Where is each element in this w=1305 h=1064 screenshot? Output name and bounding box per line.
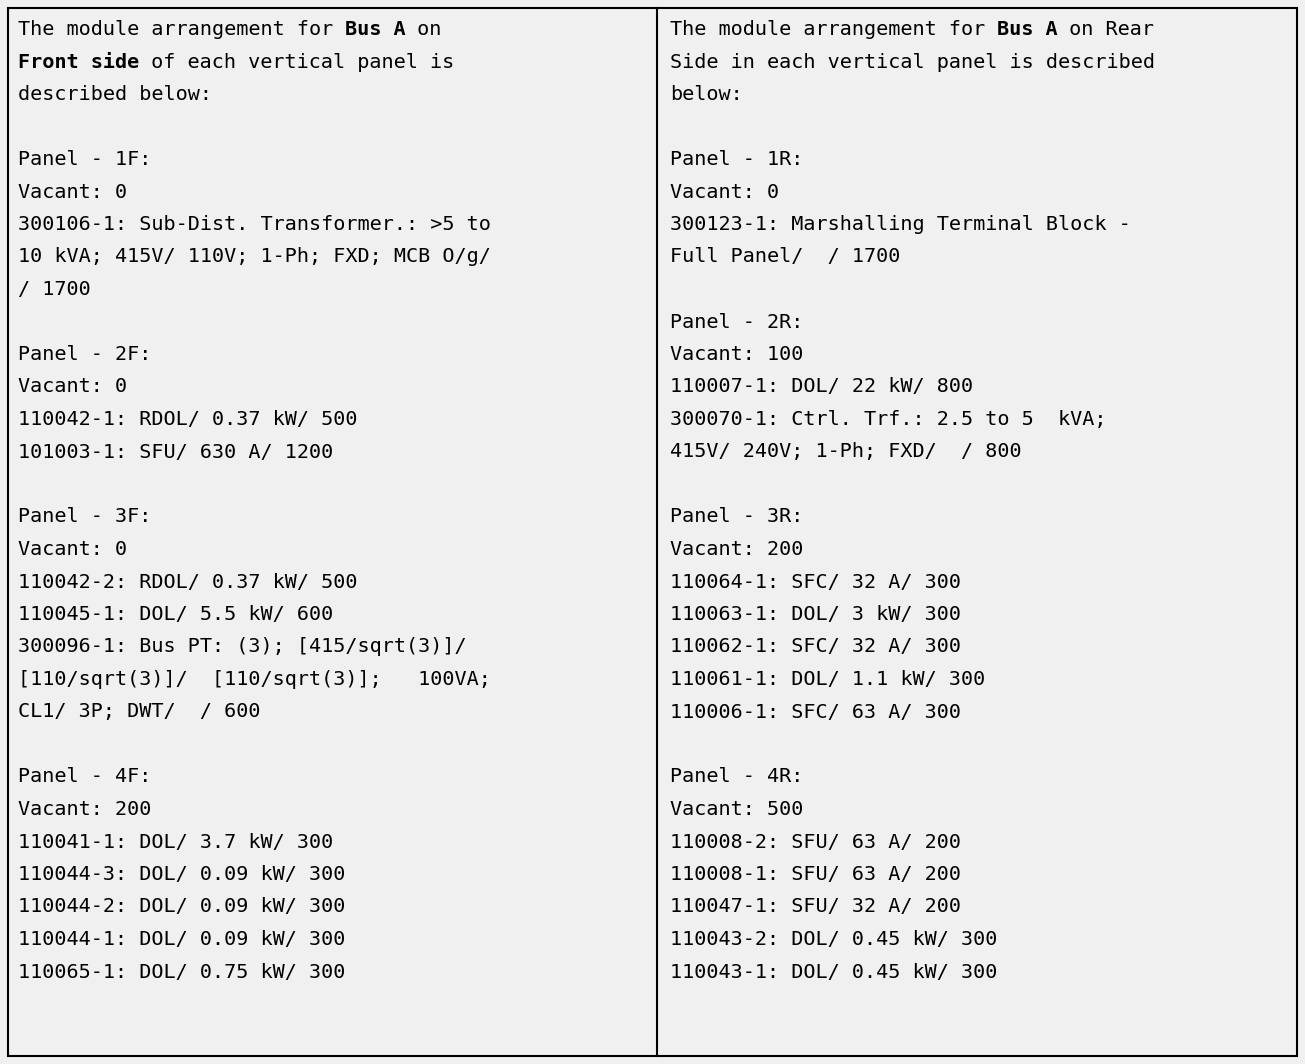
Text: Vacant: 0: Vacant: 0 bbox=[669, 183, 779, 201]
Text: Panel - 2F:: Panel - 2F: bbox=[18, 345, 151, 364]
Text: Vacant: 100: Vacant: 100 bbox=[669, 345, 804, 364]
Text: 110045-1: DOL/ 5.5 kW/ 600: 110045-1: DOL/ 5.5 kW/ 600 bbox=[18, 605, 333, 624]
Text: Vacant: 0: Vacant: 0 bbox=[18, 183, 127, 201]
Text: 110063-1: DOL/ 3 kW/ 300: 110063-1: DOL/ 3 kW/ 300 bbox=[669, 605, 960, 624]
Text: described below:: described below: bbox=[18, 85, 211, 104]
Text: [110/sqrt(3)]/  [110/sqrt(3)];   100VA;: [110/sqrt(3)]/ [110/sqrt(3)]; 100VA; bbox=[18, 670, 491, 689]
Text: 110044-2: DOL/ 0.09 kW/ 300: 110044-2: DOL/ 0.09 kW/ 300 bbox=[18, 898, 346, 916]
Text: 110042-1: RDOL/ 0.37 kW/ 500: 110042-1: RDOL/ 0.37 kW/ 500 bbox=[18, 410, 358, 429]
Text: on Rear: on Rear bbox=[1057, 20, 1155, 39]
Text: 101003-1: SFU/ 630 A/ 1200: 101003-1: SFU/ 630 A/ 1200 bbox=[18, 443, 333, 462]
Text: / 1700: / 1700 bbox=[18, 280, 91, 299]
Text: Vacant: 500: Vacant: 500 bbox=[669, 800, 804, 819]
Text: CL1/ 3P; DWT/  / 600: CL1/ 3P; DWT/ / 600 bbox=[18, 702, 261, 721]
Text: 110007-1: DOL/ 22 kW/ 800: 110007-1: DOL/ 22 kW/ 800 bbox=[669, 378, 974, 397]
Text: The module arrangement for: The module arrangement for bbox=[669, 20, 997, 39]
Text: Vacant: 200: Vacant: 200 bbox=[669, 541, 804, 559]
Text: 110043-2: DOL/ 0.45 kW/ 300: 110043-2: DOL/ 0.45 kW/ 300 bbox=[669, 930, 997, 949]
Text: Panel - 3F:: Panel - 3F: bbox=[18, 508, 151, 527]
Text: 415V/ 240V; 1-Ph; FXD/  / 800: 415V/ 240V; 1-Ph; FXD/ / 800 bbox=[669, 443, 1022, 462]
Text: Panel - 4F:: Panel - 4F: bbox=[18, 767, 151, 786]
Text: 110006-1: SFC/ 63 A/ 300: 110006-1: SFC/ 63 A/ 300 bbox=[669, 702, 960, 721]
Text: of each vertical panel is: of each vertical panel is bbox=[140, 52, 454, 71]
Text: Panel - 4R:: Panel - 4R: bbox=[669, 767, 804, 786]
Text: Side in each vertical panel is described: Side in each vertical panel is described bbox=[669, 52, 1155, 71]
Text: on: on bbox=[406, 20, 441, 39]
Text: 110062-1: SFC/ 32 A/ 300: 110062-1: SFC/ 32 A/ 300 bbox=[669, 637, 960, 656]
Text: Front side: Front side bbox=[18, 52, 140, 71]
Text: 110043-1: DOL/ 0.45 kW/ 300: 110043-1: DOL/ 0.45 kW/ 300 bbox=[669, 963, 997, 981]
Text: 300096-1: Bus PT: (3); [415/sqrt(3)]/: 300096-1: Bus PT: (3); [415/sqrt(3)]/ bbox=[18, 637, 467, 656]
Text: 10 kVA; 415V/ 110V; 1-Ph; FXD; MCB O/g/: 10 kVA; 415V/ 110V; 1-Ph; FXD; MCB O/g/ bbox=[18, 248, 491, 266]
Text: 110061-1: DOL/ 1.1 kW/ 300: 110061-1: DOL/ 1.1 kW/ 300 bbox=[669, 670, 985, 689]
Text: 110065-1: DOL/ 0.75 kW/ 300: 110065-1: DOL/ 0.75 kW/ 300 bbox=[18, 963, 346, 981]
Text: 300070-1: Ctrl. Trf.: 2.5 to 5  kVA;: 300070-1: Ctrl. Trf.: 2.5 to 5 kVA; bbox=[669, 410, 1107, 429]
Text: 110042-2: RDOL/ 0.37 kW/ 500: 110042-2: RDOL/ 0.37 kW/ 500 bbox=[18, 572, 358, 592]
Text: Bus A: Bus A bbox=[345, 20, 406, 39]
Text: Full Panel/  / 1700: Full Panel/ / 1700 bbox=[669, 248, 900, 266]
Text: 110044-1: DOL/ 0.09 kW/ 300: 110044-1: DOL/ 0.09 kW/ 300 bbox=[18, 930, 346, 949]
Text: Panel - 1R:: Panel - 1R: bbox=[669, 150, 804, 169]
Text: 110047-1: SFU/ 32 A/ 200: 110047-1: SFU/ 32 A/ 200 bbox=[669, 898, 960, 916]
Text: Panel - 3R:: Panel - 3R: bbox=[669, 508, 804, 527]
Text: 110064-1: SFC/ 32 A/ 300: 110064-1: SFC/ 32 A/ 300 bbox=[669, 572, 960, 592]
Text: Vacant: 200: Vacant: 200 bbox=[18, 800, 151, 819]
Text: Bus A: Bus A bbox=[997, 20, 1057, 39]
Text: 110008-2: SFU/ 63 A/ 200: 110008-2: SFU/ 63 A/ 200 bbox=[669, 832, 960, 851]
Text: Vacant: 0: Vacant: 0 bbox=[18, 378, 127, 397]
Text: Panel - 1F:: Panel - 1F: bbox=[18, 150, 151, 169]
Text: The module arrangement for: The module arrangement for bbox=[18, 20, 346, 39]
Text: 110041-1: DOL/ 3.7 kW/ 300: 110041-1: DOL/ 3.7 kW/ 300 bbox=[18, 832, 333, 851]
Text: 300123-1: Marshalling Terminal Block -: 300123-1: Marshalling Terminal Block - bbox=[669, 215, 1130, 234]
Text: Panel - 2R:: Panel - 2R: bbox=[669, 313, 804, 332]
Text: 110044-3: DOL/ 0.09 kW/ 300: 110044-3: DOL/ 0.09 kW/ 300 bbox=[18, 865, 346, 884]
Text: 300106-1: Sub-Dist. Transformer.: >5 to: 300106-1: Sub-Dist. Transformer.: >5 to bbox=[18, 215, 491, 234]
Text: 110008-1: SFU/ 63 A/ 200: 110008-1: SFU/ 63 A/ 200 bbox=[669, 865, 960, 884]
Text: below:: below: bbox=[669, 85, 743, 104]
Text: Vacant: 0: Vacant: 0 bbox=[18, 541, 127, 559]
